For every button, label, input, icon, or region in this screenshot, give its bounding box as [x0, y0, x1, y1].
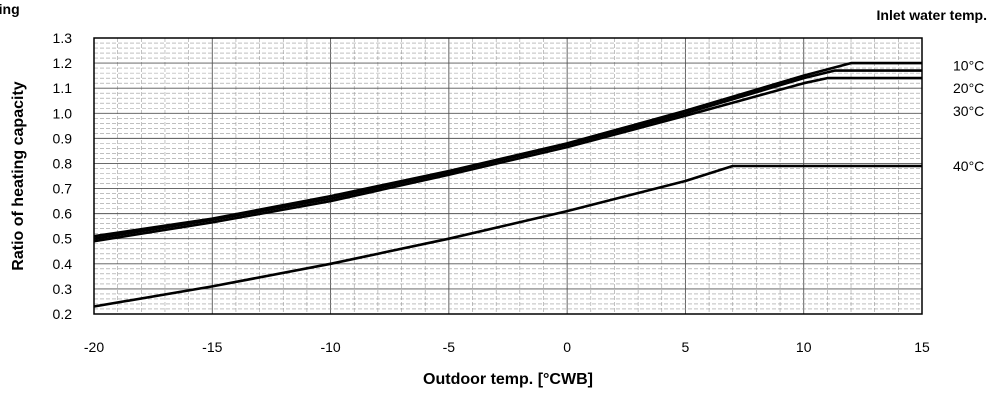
x-tick-label: -20	[84, 339, 104, 355]
y-axis-title: Ratio of heating capacity	[10, 81, 27, 270]
y-tick-label: 1.0	[53, 105, 73, 121]
y-tick-label: 1.1	[53, 80, 73, 96]
legend-title: Inlet water temp.	[877, 7, 987, 23]
y-tick-label: 1.2	[53, 55, 73, 71]
series-label: 10°C	[953, 58, 984, 74]
y-tick-label: 0.7	[53, 181, 73, 197]
y-tick-label: 0.9	[53, 130, 73, 146]
grid	[93, 37, 923, 315]
series-label: 20°C	[953, 80, 984, 96]
series-line	[93, 76, 922, 243]
y-tick-labels: 0.2 0.3 0.4 0.5 0.6 0.7 0.8 0.9 1.0 1.1 1.2 1.3	[53, 30, 73, 322]
series-line	[93, 69, 922, 240]
x-tick-label: -10	[320, 339, 340, 355]
y-tick-label: 0.8	[53, 155, 73, 171]
x-tick-label: 15	[914, 339, 930, 355]
series-labels: 10°C 20°C 30°C 40°C	[953, 58, 984, 174]
x-tick-label: 0	[563, 339, 571, 355]
x-tick-label: 5	[682, 339, 690, 355]
series-label: 30°C	[953, 103, 984, 119]
plot-frame	[93, 37, 923, 315]
x-axis-title: Outdoor temp. [°CWB]	[423, 371, 593, 388]
series-line	[93, 61, 922, 238]
y-tick-label: 0.3	[53, 281, 73, 297]
x-tick-label: -15	[202, 339, 222, 355]
y-tick-label: 0.4	[53, 256, 73, 272]
series-lines	[93, 61, 922, 308]
series-label: 40°C	[953, 158, 984, 174]
y-tick-label: 0.5	[53, 231, 73, 247]
y-tick-label: 0.2	[53, 306, 73, 322]
y-tick-label: 1.3	[53, 30, 73, 46]
x-tick-label: 10	[796, 339, 812, 355]
y-tick-label: 0.6	[53, 206, 73, 222]
x-tick-labels: -20 -15 -10 -5 0 5 10 15	[84, 339, 930, 355]
series-line	[93, 164, 922, 308]
corner-title: ting	[0, 1, 20, 17]
x-tick-label: -5	[443, 339, 456, 355]
